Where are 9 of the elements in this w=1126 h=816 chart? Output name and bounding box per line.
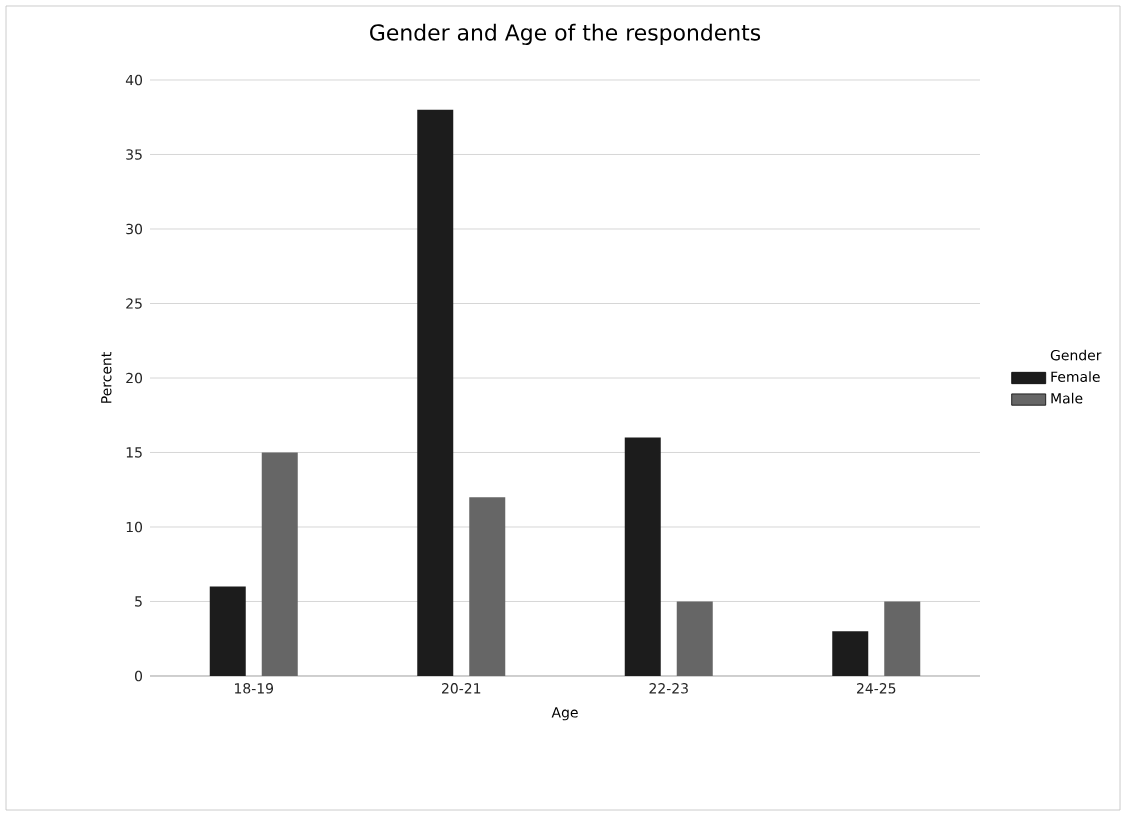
- chart-title: Gender and Age of the respondents: [370, 23, 761, 45]
- bar: [676, 601, 713, 676]
- bar: [261, 452, 298, 676]
- bar: [624, 437, 661, 676]
- bar: [884, 601, 921, 676]
- bar: [469, 497, 506, 676]
- bar: [209, 586, 246, 676]
- bar: [832, 631, 869, 676]
- bar: [417, 109, 454, 676]
